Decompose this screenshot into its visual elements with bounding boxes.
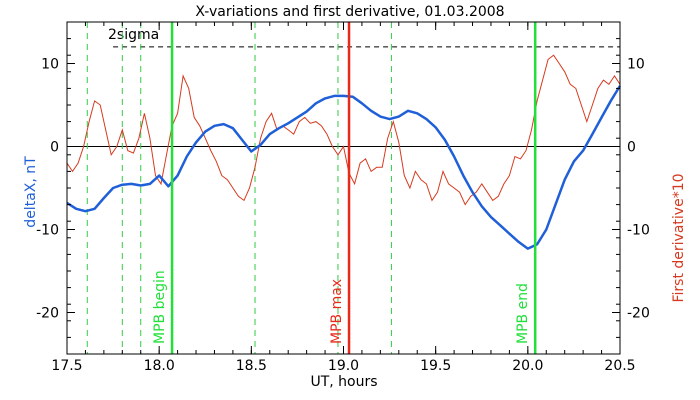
chart-title: X-variations and first derivative, 01.03… [195, 4, 504, 20]
deltax-series-line [66, 85, 622, 250]
derivative-series-line [66, 54, 621, 206]
marker-label-mpb-max: MPB max [329, 279, 345, 344]
y-tick-label-left: 10 [41, 57, 59, 73]
marker-label-mpb-begin: MPB begin [152, 270, 168, 344]
y-tick-label-right: -10 [627, 223, 650, 239]
y-tick-label-left: 0 [50, 140, 59, 156]
x-tick-label: 19.0 [328, 358, 359, 374]
y-axis-right-label: First derivative*10 [671, 173, 687, 302]
x-tick-label: 17.5 [51, 358, 82, 374]
x-tick-label: 18.5 [236, 358, 267, 374]
two-sigma-label: 2sigma [108, 27, 159, 43]
y-tick-label-left: -10 [36, 223, 59, 239]
x-axis-label: UT, hours [310, 374, 377, 390]
y-axis-left-label: deltaX, nT [23, 156, 39, 228]
x-tick-label: 18.0 [144, 358, 175, 374]
x-tick-label: 19.5 [420, 358, 451, 374]
y-tick-label-left: -20 [36, 306, 59, 322]
plot-area [66, 22, 622, 354]
marker-labels-group: MPB begin MPB max MPB end [152, 270, 531, 344]
y-tick-label-right: 10 [627, 57, 645, 73]
x-tick-label: 20.5 [604, 358, 635, 374]
y-tick-label-right: 0 [627, 140, 636, 156]
y-tick-label-right: -20 [627, 306, 650, 322]
x-tick-label: 20.0 [512, 358, 543, 374]
marker-label-mpb-end: MPB end [515, 283, 531, 344]
axes-group: 17.5 18.0 18.5 19.0 19.5 20.0 20.5 10 10 0 0 -10 -10… [36, 21, 650, 374]
